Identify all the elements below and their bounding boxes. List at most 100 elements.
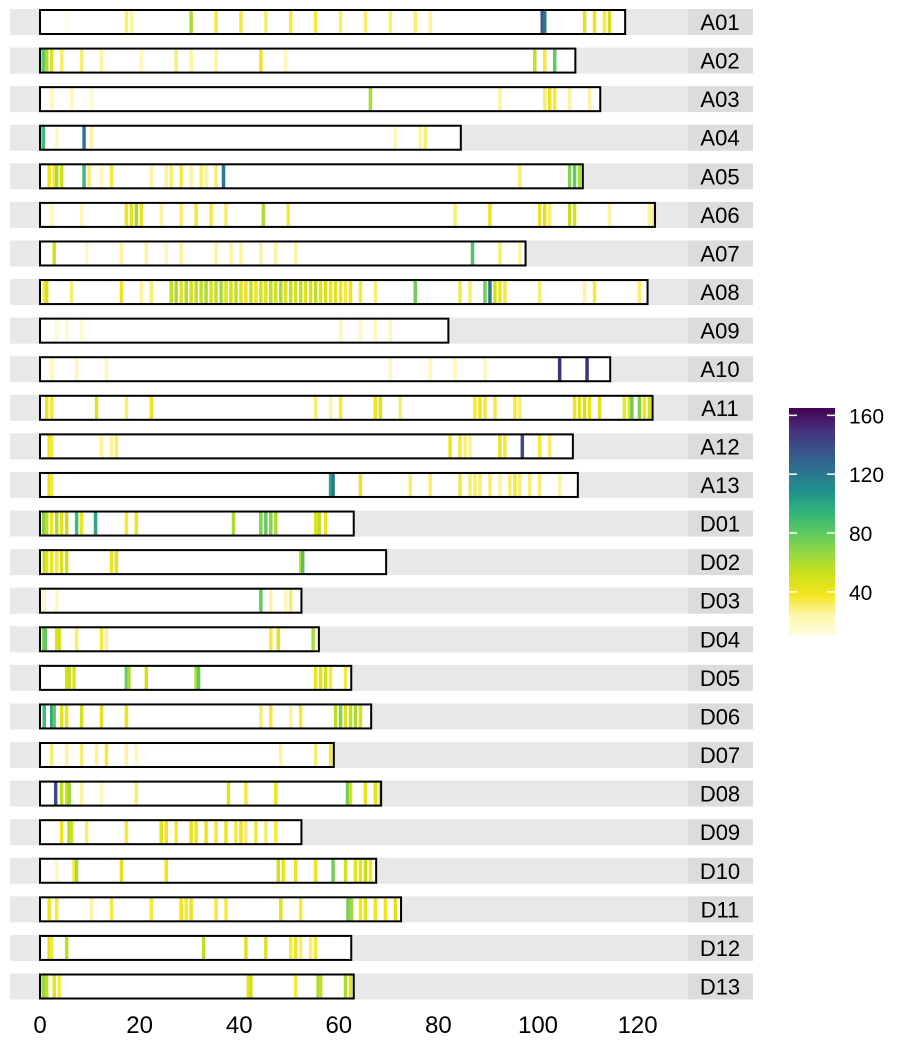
density-bin: [134, 743, 139, 768]
density-bin: [43, 627, 47, 652]
density-bin: [293, 974, 298, 999]
density-bin: [572, 202, 577, 227]
density-bin: [164, 241, 168, 266]
density-bin: [289, 280, 293, 305]
row-label-box: [688, 86, 753, 113]
density-bin: [224, 820, 228, 845]
density-bin: [79, 202, 84, 227]
row-label-box: [688, 819, 753, 846]
density-bin: [582, 395, 587, 420]
density-bin: [582, 10, 587, 34]
density-bin: [383, 897, 388, 922]
density-bin: [289, 10, 293, 34]
density-bin: [224, 202, 228, 227]
density-bin: [538, 280, 542, 305]
density-bin: [318, 665, 323, 690]
density-bin: [293, 280, 298, 305]
row-label-box: [688, 356, 753, 383]
density-bin: [49, 511, 54, 536]
density-bin: [483, 395, 487, 420]
density-bin: [513, 472, 517, 497]
density-bin: [124, 704, 129, 729]
density-bin: [284, 48, 288, 73]
chromosome-label: D05: [700, 666, 740, 691]
chromosome-label: A01: [700, 10, 739, 35]
density-bin: [622, 395, 627, 420]
density-bin: [59, 781, 64, 806]
chromosome-outline: [39, 279, 649, 306]
density-bin: [224, 897, 228, 922]
density-bin: [52, 164, 56, 189]
density-bin: [189, 48, 193, 73]
chromosome-label: D09: [700, 820, 740, 845]
density-bin: [64, 550, 69, 575]
chromosome-row-A01: A01: [10, 9, 753, 35]
x-tick-label: 120: [618, 1012, 658, 1039]
row-label-box: [688, 896, 753, 923]
density-bin: [144, 665, 149, 690]
density-bin: [74, 858, 79, 883]
density-bin: [274, 511, 278, 536]
density-bin: [318, 974, 323, 999]
density-bin: [64, 781, 69, 806]
density-bin: [298, 550, 303, 575]
density-bin: [94, 743, 99, 768]
density-bin: [59, 704, 64, 729]
density-bin: [528, 472, 532, 497]
density-bin: [244, 935, 248, 960]
chromosome-label: A02: [700, 49, 739, 74]
density-bin: [518, 164, 522, 189]
density-bin: [196, 665, 201, 690]
density-bin: [52, 974, 56, 999]
legend-tick-label: 40: [849, 582, 872, 605]
density-bin: [54, 164, 59, 189]
chromosome-body: [40, 588, 302, 613]
chromosome-body: [40, 10, 626, 34]
row-label-box: [688, 857, 753, 884]
density-bin: [468, 434, 472, 459]
chromosome-label: D01: [700, 512, 740, 537]
chromosome-body: [40, 125, 461, 150]
density-bin: [134, 202, 139, 227]
density-bin: [503, 434, 507, 459]
density-bin: [64, 743, 69, 768]
density-bin: [49, 743, 54, 768]
density-bin: [54, 550, 59, 575]
chromosome-outline: [39, 510, 355, 537]
chromosome-body: [40, 743, 334, 768]
density-bin: [393, 125, 398, 150]
chromosome-row-A13: A13: [10, 471, 753, 498]
density-bin: [373, 897, 378, 922]
chromosome-body: [40, 472, 578, 497]
chromosome-row-A04: A04: [10, 124, 753, 151]
x-axis: 0 20 40 60 80 100 120: [33, 1012, 657, 1039]
density-bin: [69, 280, 74, 305]
density-bin: [542, 202, 547, 227]
density-bin: [194, 665, 198, 690]
chromosome-outline: [39, 742, 335, 769]
density-bin: [41, 125, 45, 150]
chromosome-label: A04: [700, 126, 739, 151]
density-bin: [281, 858, 286, 883]
density-bin: [276, 627, 281, 652]
density-bin: [358, 704, 363, 729]
density-bin: [463, 434, 467, 459]
row-label-box: [688, 549, 753, 576]
density-bin: [49, 434, 54, 459]
density-bin: [348, 974, 353, 999]
chromosome-label: D11: [701, 897, 740, 922]
chromosome-label: A03: [700, 87, 739, 112]
density-bin: [259, 511, 263, 536]
density-bin: [323, 665, 328, 690]
density-bin: [49, 472, 54, 497]
density-bin: [214, 820, 218, 845]
density-bin: [368, 858, 373, 883]
chromosome-row-D10: D10: [10, 857, 753, 884]
density-bin: [473, 472, 477, 497]
density-bin: [99, 627, 104, 652]
density-bin: [358, 318, 363, 343]
density-bin: [348, 781, 353, 806]
density-bin: [483, 357, 487, 382]
density-bin: [498, 280, 502, 305]
density-bin: [259, 280, 263, 305]
